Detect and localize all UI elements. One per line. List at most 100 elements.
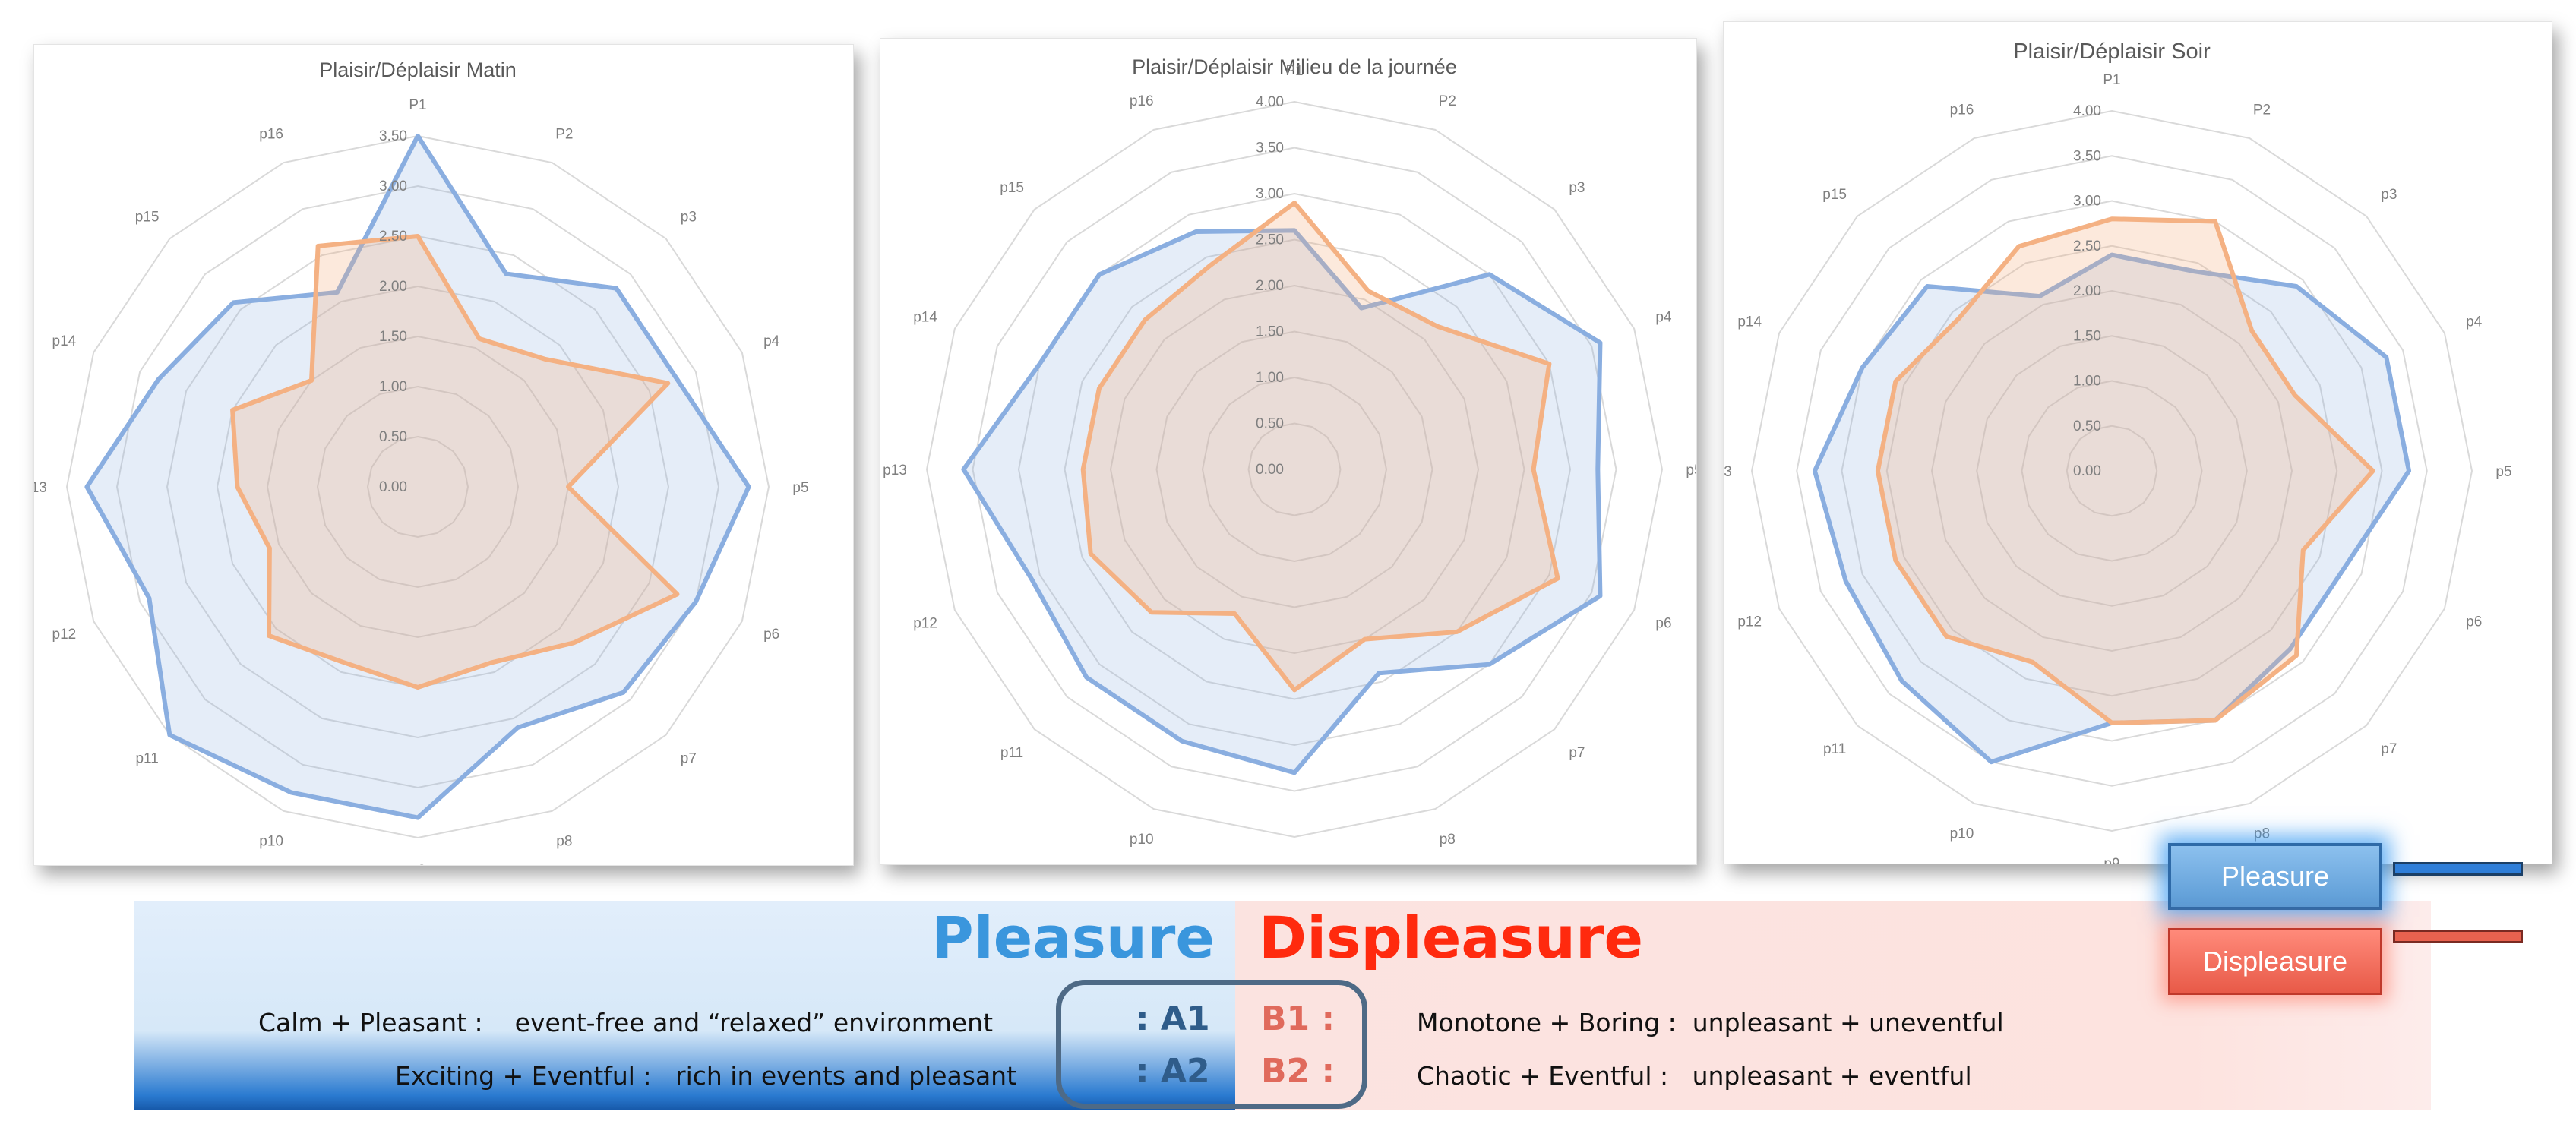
radar-chart-soir: Plaisir/Déplaisir Soir 0.00 0.50 1.00 1.50 2.…: [1724, 39, 2512, 864]
tick-label: 0.50: [2073, 418, 2101, 434]
tick-label: 2.00: [379, 279, 407, 295]
axis-label-p15: p15: [1000, 180, 1024, 196]
axis-label-p12: p12: [52, 627, 77, 643]
tick-label: 0.50: [379, 429, 407, 445]
grid-ring: [115, 185, 720, 789]
radar-chart-midi: Plaisir/Déplaisir Milieu de la journée 0.…: [883, 55, 1696, 864]
axis-label-p13: p13: [1724, 464, 1732, 480]
axis-label-p6: p6: [1655, 615, 1671, 631]
grid-ring: [166, 235, 670, 739]
a2-code: : A2: [1136, 1052, 1210, 1091]
axis-label-p8: p8: [2254, 826, 2270, 842]
radar-panel-matin: Plaisir/Déplaisir Matin 0.00 0.50 1.00 1.50 2…: [33, 44, 854, 866]
banner-displeasure-word: Displeasure: [1259, 904, 1644, 971]
axis-label-p14: p14: [52, 333, 77, 349]
tick-label: 3.00: [379, 178, 407, 194]
grid-ring: [65, 134, 770, 839]
grid-ring: [972, 147, 1617, 792]
grid-ring: [366, 435, 469, 538]
grid-ring: [1247, 422, 1342, 516]
axis-label-p7: p7: [1569, 745, 1585, 761]
axis-label-p8: p8: [1440, 832, 1456, 848]
grid-ring: [1155, 330, 1433, 608]
tick-label: 2.00: [2073, 283, 2101, 299]
series-pleasure-midi: [961, 228, 1603, 775]
tick-label: 1.50: [2073, 328, 2101, 344]
chart-title-matin: Plaisir/Déplaisir Matin: [319, 58, 517, 81]
tick-label: 0.50: [1256, 416, 1284, 432]
series-displeasure-matin: [230, 234, 680, 690]
axis-label-p2: P2: [2253, 102, 2271, 118]
axis-label-p14: p14: [1737, 314, 1762, 330]
tick-label: 3.50: [2073, 148, 2101, 164]
axis-label-p14: p14: [913, 310, 937, 326]
grid-ring: [2066, 425, 2158, 517]
tick-label: 0.00: [379, 479, 407, 495]
axis-label-p7: p7: [681, 750, 697, 766]
axis-label-p3: p3: [681, 210, 697, 226]
legend-pleasure-button[interactable]: Pleasure: [2168, 843, 2382, 910]
tick-label: 1.50: [379, 329, 407, 345]
axis-label-p16: p16: [259, 126, 283, 142]
axis-label-p1: P1: [2103, 72, 2120, 88]
axis-label-p10: p10: [1950, 826, 1974, 842]
axis-label-p15: p15: [135, 210, 160, 226]
axis-label-p4: p4: [763, 333, 780, 349]
tick-label: 1.50: [1256, 324, 1284, 340]
tick-label: 3.00: [1256, 186, 1284, 202]
tick-label: 1.00: [379, 379, 407, 395]
grid-ring: [1064, 238, 1525, 700]
axis-label-p5: p5: [1686, 463, 1696, 478]
axis-label-p6: p6: [2466, 614, 2482, 630]
axis-label-p11: p11: [135, 750, 158, 766]
axis-label-p4: p4: [1655, 310, 1672, 326]
tick-label: 0.00: [1256, 462, 1284, 478]
axis-label-p13: p13: [34, 480, 47, 496]
grid-ring: [1750, 109, 2473, 832]
tick-label: 1.00: [1256, 370, 1284, 386]
b2-description: Chaotic + Eventful : unpleasant + eventf…: [1417, 1061, 1972, 1091]
b2-code: B2 :: [1261, 1052, 1335, 1091]
tick-label: 3.50: [379, 128, 407, 144]
axis-label-p16: p16: [1130, 93, 1154, 109]
series-displeasure-soir: [1875, 216, 2375, 725]
radar-chart-matin: Plaisir/Déplaisir Matin 0.00 0.50 1.00 1.50 2…: [34, 58, 809, 865]
axis-label-p7: p7: [2381, 741, 2397, 757]
grid-ring: [266, 335, 570, 639]
tick-label: 3.50: [1256, 141, 1284, 156]
tick-label: 1.00: [2073, 374, 2101, 390]
tick-label: 2.50: [1256, 232, 1284, 248]
axis-label-p3: p3: [1569, 180, 1585, 196]
radar-panel-soir: Plaisir/Déplaisir Soir 0.00 0.50 1.00 1.50 2.…: [1723, 21, 2552, 864]
tick-label: 2.50: [379, 229, 407, 245]
chart-title-midi: Plaisir/Déplaisir Milieu de la journée: [1132, 55, 1457, 78]
axis-label-p3: p3: [2381, 187, 2397, 203]
axis-label-p5: p5: [792, 480, 808, 496]
b1-code: B1 :: [1261, 999, 1335, 1038]
axis-label-p12: p12: [913, 615, 937, 631]
axis-label-p5: p5: [2495, 464, 2511, 480]
code-box: [1056, 980, 1367, 1109]
axis-label-p6: p6: [763, 627, 779, 643]
a1-description: Calm + Pleasant : event-free and “relaxe…: [258, 1008, 994, 1037]
axis-label-p1: P1: [1285, 63, 1303, 79]
legend-pleasure-line: [2393, 862, 2523, 876]
axis-label-p16: p16: [1950, 102, 1974, 118]
radar-panel-midi: Plaisir/Déplaisir Milieu de la journée 0.…: [880, 38, 1697, 865]
grid-ring: [1976, 335, 2248, 607]
axis-label-p13: p13: [883, 463, 907, 478]
a1-code: : A1: [1136, 999, 1210, 1038]
legend-displeasure-button[interactable]: Displeasure: [2168, 928, 2382, 995]
axis-label-p15: p15: [1822, 187, 1847, 203]
grid-ring: [1930, 289, 2293, 652]
axis-label-p9: p9: [1286, 862, 1302, 864]
tick-label: 4.00: [2073, 103, 2101, 119]
axis-label-p9: p9: [2103, 856, 2119, 864]
grid-ring: [316, 385, 520, 589]
grid-ring: [1841, 200, 2383, 742]
axis-label-p11: p11: [1823, 741, 1846, 757]
grid-ring: [1201, 376, 1388, 563]
legend-displeasure-line: [2393, 930, 2523, 943]
axis-label-p12: p12: [1737, 614, 1762, 630]
grid-ring: [1109, 284, 1480, 655]
